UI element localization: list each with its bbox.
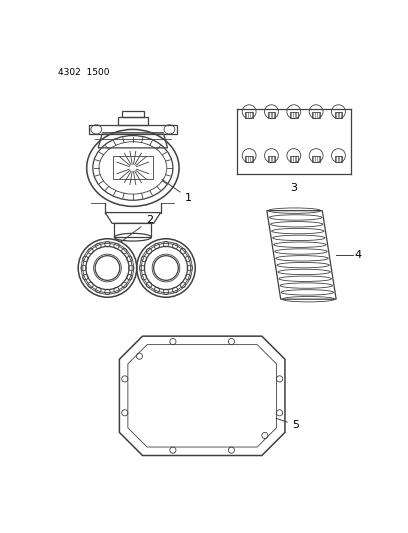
Text: 1: 1 (162, 180, 192, 203)
Text: 2: 2 (121, 215, 153, 241)
Text: 3: 3 (290, 183, 297, 193)
Text: 4302  1500: 4302 1500 (58, 68, 110, 77)
Text: 4: 4 (355, 250, 362, 260)
Text: 5: 5 (276, 418, 299, 430)
